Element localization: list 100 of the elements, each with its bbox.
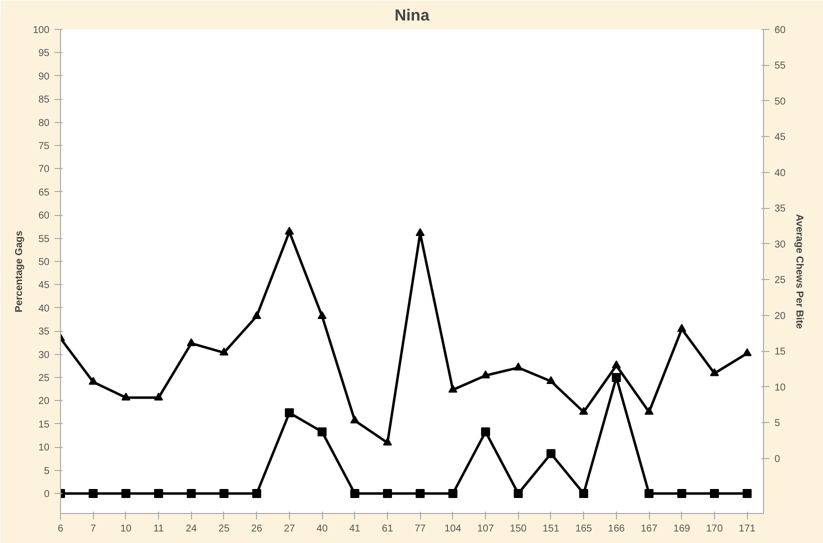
point: [121, 489, 130, 498]
point: [219, 489, 228, 498]
x-tick-label: 165: [575, 524, 592, 534]
y-tick-label: 10: [38, 442, 50, 454]
y-tick-label: 0: [44, 489, 50, 500]
y-tick-label: 65: [38, 187, 50, 198]
point: [612, 360, 621, 368]
chart-title: Nina: [394, 8, 430, 24]
y-tick-label: 95: [38, 48, 50, 60]
y-tick-label: 25: [38, 373, 50, 384]
y2-tick-label: 25: [774, 275, 786, 286]
point: [644, 406, 654, 415]
x-tick-label: 107: [477, 524, 494, 534]
point: [514, 489, 523, 498]
x-tick-label: 151: [542, 524, 560, 534]
y-axis-title: Percentage Gags: [14, 230, 25, 312]
point: [742, 348, 752, 356]
point: [481, 427, 490, 436]
point: [677, 489, 686, 498]
x-tick-label: 166: [608, 524, 626, 534]
point: [481, 370, 490, 378]
x-tick-label: 7: [90, 524, 96, 534]
y2-tick-label: 30: [774, 239, 786, 250]
point: [448, 384, 458, 393]
point: [579, 406, 588, 415]
point: [154, 392, 164, 400]
y-tick-label: 60: [38, 210, 50, 222]
point: [318, 427, 327, 436]
y2-tick-label: 45: [774, 132, 786, 144]
y-tick-label: 20: [38, 396, 50, 408]
point: [546, 376, 556, 384]
y-tick-label: 5: [44, 466, 50, 477]
point: [448, 489, 458, 498]
point: [546, 449, 556, 458]
point: [514, 362, 523, 370]
y2-tick-label: 10: [774, 382, 786, 394]
point: [88, 489, 98, 498]
y-tick-label: 80: [38, 118, 50, 129]
y2-tick-label: 5: [774, 418, 780, 430]
point: [382, 438, 392, 446]
point: [350, 415, 360, 424]
y-tick-label: 75: [38, 141, 50, 152]
point: [382, 489, 392, 498]
y-tick-label: 35: [38, 326, 50, 338]
point: [284, 408, 294, 418]
x-tick-label: 170: [706, 524, 724, 534]
y-tick-label: 85: [38, 94, 50, 106]
y2-tick-label: 35: [774, 204, 786, 215]
y-tick-label: 50: [38, 257, 50, 268]
x-tick-label: 104: [444, 524, 462, 534]
point: [121, 392, 130, 400]
y2-tick-label: 15: [774, 346, 786, 358]
y-tick-label: 15: [38, 419, 50, 430]
y2-tick-label: 50: [774, 96, 786, 108]
point: [219, 348, 228, 356]
y-tick-label: 45: [38, 280, 50, 292]
x-tick-label: 167: [640, 524, 658, 534]
point: [252, 311, 262, 319]
x-tick-label: 10: [120, 524, 132, 534]
x-tick-label: 11: [153, 524, 164, 534]
point: [579, 489, 588, 498]
point: [677, 324, 686, 332]
point: [186, 489, 196, 498]
x-tick-label: 150: [510, 524, 528, 534]
point: [612, 373, 621, 382]
point: [318, 311, 327, 319]
point: [88, 376, 98, 385]
point: [252, 489, 262, 498]
x-tick-label: 171: [738, 524, 756, 534]
x-tick-label: 24: [186, 524, 198, 534]
y2-tick-label: 0: [774, 454, 780, 465]
y2-tick-label: 60: [774, 25, 786, 36]
x-tick-label: 26: [251, 524, 263, 534]
x-tick-label: 27: [284, 524, 296, 534]
x-tick-label: 6: [58, 524, 64, 534]
x-tick-label: 61: [382, 524, 394, 534]
point: [284, 226, 294, 235]
y-tick-label: 90: [38, 71, 50, 82]
x-tick-label: 169: [673, 524, 691, 534]
y-tick-label: 100: [32, 25, 50, 36]
y2-tick-label: 55: [774, 60, 786, 72]
y2-tick-label: 20: [774, 310, 786, 322]
point: [416, 228, 425, 236]
point: [350, 489, 360, 498]
x-tick-label: 77: [414, 524, 426, 534]
point: [710, 368, 719, 376]
y-tick-label: 70: [38, 164, 50, 176]
point: [186, 338, 196, 346]
y2-axis-title: Average Chews Per Bite: [794, 214, 805, 330]
x-tick-label: 25: [218, 524, 230, 534]
point: [742, 489, 752, 498]
y-tick-label: 40: [38, 303, 50, 314]
x-tick-label: 41: [349, 524, 361, 534]
y2-tick-label: 40: [774, 168, 786, 179]
point: [710, 489, 719, 498]
point: [416, 489, 425, 498]
y-tick-label: 30: [38, 350, 50, 361]
y-tick-label: 55: [38, 234, 50, 245]
point: [644, 489, 654, 498]
x-tick-label: 40: [316, 524, 328, 534]
